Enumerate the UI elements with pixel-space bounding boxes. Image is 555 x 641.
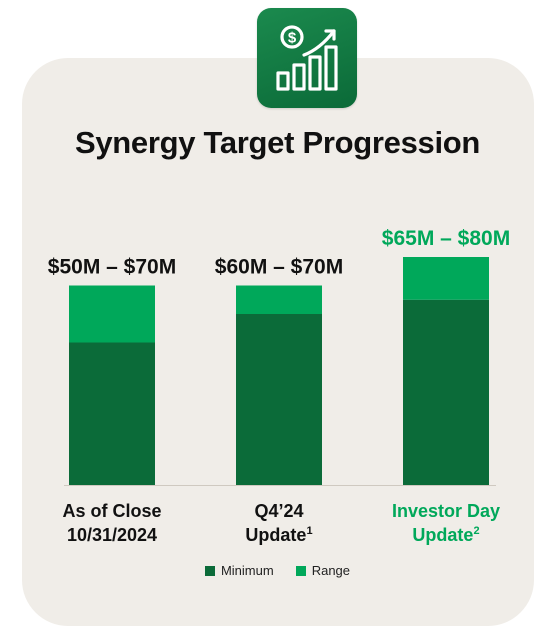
bar-range-0	[69, 285, 155, 343]
category-label-2-line2: Update2	[412, 525, 479, 545]
legend-item-range: Range	[295, 563, 351, 578]
category-label-0-line2: 10/31/2024	[67, 525, 157, 545]
svg-text:$: $	[288, 30, 297, 47]
dollar-growth-chart-icon: $	[257, 8, 357, 108]
legend-swatch-minimum	[204, 565, 215, 576]
value-label-0: $50M – $70M	[48, 256, 176, 279]
chart-title: Synergy Target Progression	[74, 125, 481, 160]
bar-minimum-0	[69, 342, 155, 485]
bar-minimum-2	[403, 299, 489, 485]
legend-label-minimum: Minimum	[220, 563, 274, 578]
category-label-0-line1: As of Close	[62, 501, 161, 521]
bar-range-2	[403, 257, 489, 300]
chart-legend: Minimum Range	[0, 563, 555, 578]
bar-minimum-1	[236, 314, 322, 485]
category-label-1-line1: Q4’24	[254, 501, 303, 521]
legend-swatch-range	[295, 565, 306, 576]
value-label-2: $65M – $80M	[382, 227, 510, 250]
bar-range-1	[236, 285, 322, 314]
legend-item-minimum: Minimum	[204, 563, 274, 578]
footnote-marker-1: 1	[306, 525, 312, 537]
category-label-2-line1: Investor Day	[392, 501, 500, 521]
legend-label-range: Range	[311, 563, 351, 578]
value-label-1: $60M – $70M	[215, 256, 343, 279]
footnote-marker-2: 2	[473, 525, 479, 537]
category-label-1-line2: Update1	[245, 525, 312, 545]
